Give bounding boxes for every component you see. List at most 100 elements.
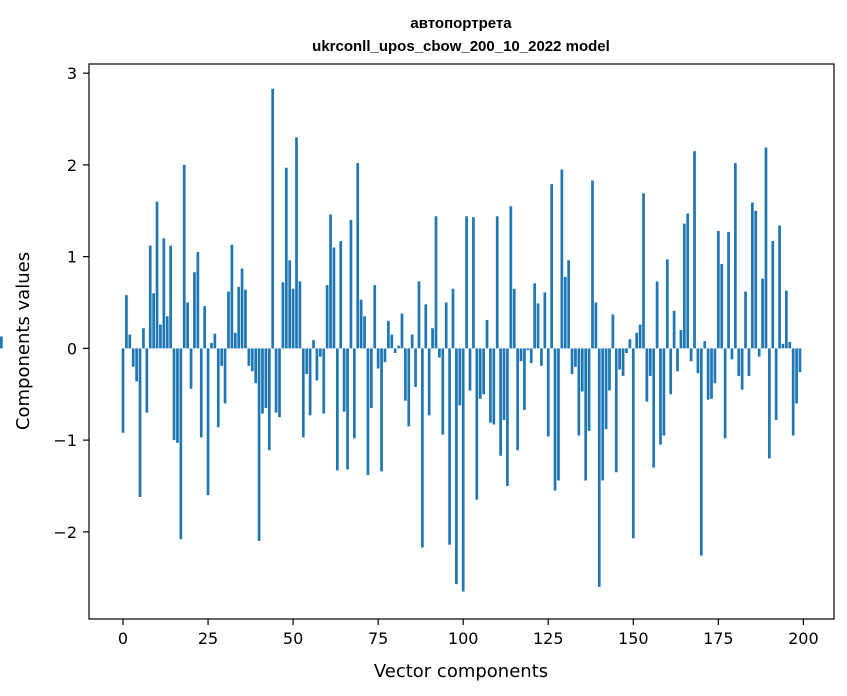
bar	[587, 348, 591, 431]
bar	[740, 348, 744, 390]
bar	[788, 341, 792, 349]
bar	[577, 348, 581, 436]
bar	[747, 348, 751, 376]
bar	[672, 310, 676, 349]
bar	[679, 330, 683, 349]
bar	[744, 291, 747, 349]
bar	[686, 213, 690, 349]
bar	[512, 288, 516, 349]
y-tick-label: −1	[53, 431, 77, 450]
bar	[352, 348, 356, 439]
bar	[380, 348, 383, 472]
bar	[751, 202, 754, 349]
bar	[244, 289, 247, 349]
bar	[216, 348, 220, 428]
bar	[757, 348, 761, 357]
bar	[186, 302, 190, 349]
bar	[339, 241, 343, 349]
bar	[421, 348, 424, 548]
bar	[713, 348, 717, 384]
x-tick-label: 125	[533, 629, 564, 648]
bar	[342, 348, 346, 412]
bar	[618, 348, 622, 370]
bar	[543, 292, 547, 349]
bar	[196, 252, 200, 349]
bar	[754, 210, 758, 349]
bar-series	[0, 88, 802, 592]
bar	[567, 260, 571, 349]
bar	[410, 334, 414, 349]
bar	[288, 260, 292, 349]
bar	[625, 348, 628, 353]
y-axis-label: Components values	[13, 252, 34, 430]
bar	[278, 348, 281, 418]
bar	[570, 348, 574, 375]
bar	[519, 348, 523, 362]
bar	[455, 348, 458, 585]
bar	[737, 348, 741, 376]
bar	[468, 348, 472, 391]
bar	[346, 348, 349, 470]
bar	[237, 286, 241, 349]
bar	[798, 348, 802, 373]
bar	[135, 348, 138, 382]
bar	[329, 214, 332, 349]
bar	[349, 219, 353, 349]
bar	[322, 348, 326, 414]
bar	[441, 348, 445, 435]
bar	[536, 303, 540, 349]
bar	[145, 348, 149, 413]
bar	[557, 348, 560, 481]
bar	[768, 348, 771, 459]
bar	[523, 348, 526, 410]
bar	[254, 348, 258, 384]
bar	[550, 184, 554, 349]
bar	[635, 332, 639, 349]
bar	[506, 348, 509, 486]
bar	[407, 348, 411, 427]
bar	[716, 230, 720, 349]
bar	[526, 348, 530, 351]
bar	[584, 348, 588, 481]
bar	[298, 281, 302, 349]
bar	[189, 348, 193, 389]
bar	[131, 348, 135, 367]
y-tick-label: 2	[67, 156, 77, 175]
bar	[335, 348, 339, 471]
bar	[465, 216, 468, 349]
bar	[451, 288, 455, 349]
bar	[475, 348, 479, 500]
bar	[655, 281, 659, 349]
bar	[580, 348, 584, 392]
bar	[574, 348, 577, 367]
bar	[645, 348, 649, 402]
bar	[159, 324, 162, 349]
bar	[373, 285, 377, 349]
bar	[604, 348, 608, 430]
y-tick-label: 3	[67, 64, 77, 83]
bar	[478, 348, 482, 399]
bar	[325, 285, 329, 349]
bar	[0, 336, 3, 349]
bar	[387, 320, 390, 349]
bar	[332, 247, 336, 349]
bar	[727, 231, 730, 349]
bar	[553, 348, 557, 491]
bar	[608, 348, 611, 391]
bar	[771, 241, 775, 349]
bar	[267, 348, 271, 451]
bar	[233, 332, 237, 349]
y-tick-label: 0	[67, 339, 77, 358]
bar	[220, 348, 224, 366]
bar	[281, 282, 285, 349]
bar	[138, 348, 142, 497]
bar	[546, 348, 550, 437]
bar	[250, 348, 254, 372]
bar	[390, 334, 394, 349]
bar	[284, 167, 288, 349]
bar	[461, 348, 465, 592]
bar	[315, 348, 319, 381]
bar	[128, 334, 132, 349]
bar	[778, 225, 781, 349]
